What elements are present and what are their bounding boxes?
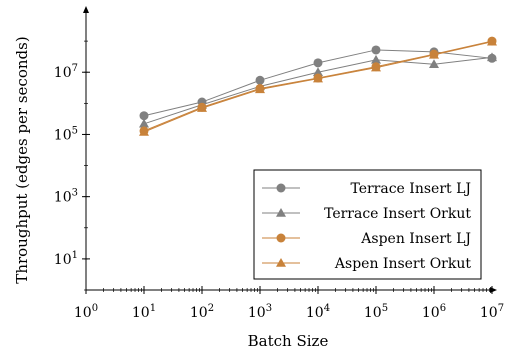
y-tick-label: 103 (54, 188, 78, 206)
x-tick-label: 100 (74, 303, 98, 321)
data-point (313, 67, 323, 76)
series-2 (139, 36, 497, 136)
legend-label: Aspen Insert Orkut (334, 256, 471, 272)
data-point (139, 118, 149, 128)
x-tick-label: 106 (422, 303, 446, 321)
legend-label: Aspen Insert LJ (360, 231, 471, 247)
y-axis-arrow (83, 6, 89, 13)
data-point (371, 54, 381, 64)
x-tick-label: 105 (364, 303, 388, 321)
x-tick-label: 107 (480, 303, 504, 321)
y-tick-label: 101 (54, 250, 78, 268)
series-0 (139, 45, 497, 121)
series-layer (139, 36, 497, 136)
y-tick-label: 105 (54, 125, 78, 143)
y-axis-title: Throughput (edges per seconds) (13, 36, 31, 283)
data-point (139, 111, 149, 121)
data-point (139, 126, 149, 136)
data-point (197, 103, 207, 112)
y-tick-label: 107 (54, 63, 78, 81)
data-point (255, 75, 265, 85)
x-tick-label: 102 (190, 303, 214, 321)
data-point (371, 62, 381, 72)
series-line (143, 41, 493, 133)
data-point (487, 52, 497, 62)
x-tick-label: 103 (248, 303, 272, 321)
legend-marker (276, 183, 286, 193)
legend-marker (276, 258, 286, 267)
legend: Terrace Insert LJ Terrace Insert Orkut Asp… (253, 169, 482, 280)
legend-label: Terrace Insert Orkut (324, 206, 471, 222)
data-point (371, 45, 381, 55)
x-ticks: 100 101 102 103 104 105 106 107 (74, 286, 504, 321)
data-point (255, 84, 265, 94)
series-line (143, 40, 493, 132)
legend-marker (276, 233, 286, 243)
data-point (313, 58, 323, 68)
minor-ticks (84, 40, 490, 292)
data-point (429, 49, 439, 59)
series-3 (139, 36, 497, 136)
legend-label: Terrace Insert LJ (350, 181, 471, 197)
x-tick-label: 101 (132, 303, 156, 321)
x-tick-label: 104 (306, 303, 330, 321)
x-axis-arrow (490, 287, 497, 293)
x-axis-title: Batch Size (248, 332, 329, 350)
data-point (313, 73, 323, 83)
legend-marker (276, 208, 286, 217)
y-ticks: 101 103 105 107 (54, 63, 90, 268)
data-point (429, 59, 439, 69)
data-point (487, 36, 497, 46)
